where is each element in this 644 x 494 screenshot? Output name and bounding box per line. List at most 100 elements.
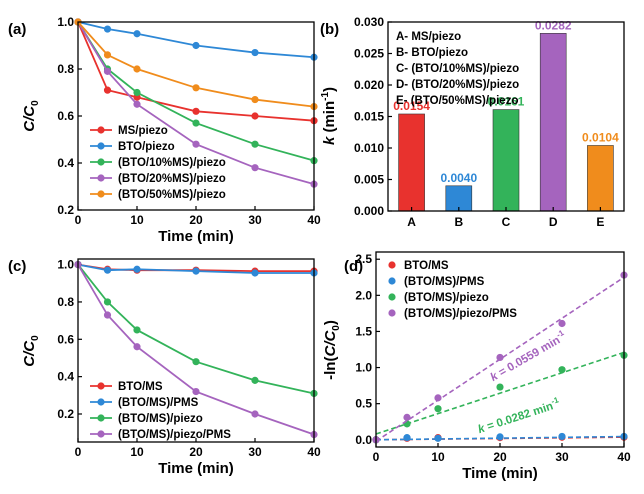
panel-b-legend-item-2: C- (BTO/10%MS)/piezo xyxy=(396,63,519,75)
panel-d-ytick-label-0: 0.0 xyxy=(355,433,372,447)
panel-c-xtick-label-3: 30 xyxy=(248,445,262,459)
panel-b-ytick-label-0: 0.000 xyxy=(354,204,384,218)
panel-d-point-3-3 xyxy=(496,353,504,362)
panel-c-series-line-2 xyxy=(77,264,315,395)
panel-d-annotation-sup-0: -1 xyxy=(555,328,566,340)
panel-a-series-line-4 xyxy=(77,21,315,108)
panel-d-legend-label-0: BTO/MS xyxy=(404,260,449,272)
panel-c-legend-label-2: (BTO/MS)/piezo xyxy=(118,413,203,425)
panel-a-legend-marker-3 xyxy=(97,174,105,182)
panel-d-ylabel-end: ) xyxy=(322,320,339,325)
panel-d-point-2-3 xyxy=(496,383,504,391)
panel-c-xlabel: Time (min) xyxy=(158,460,234,477)
panel-d-point-3-2 xyxy=(434,394,442,402)
panel-a-frame xyxy=(77,21,315,211)
panel-c-ylabel-sub: 0 xyxy=(30,335,41,341)
panel-c-ylabel: C/C0 xyxy=(21,335,41,367)
panel-d-point-3-4 xyxy=(558,319,566,328)
panel-d-point-1-4 xyxy=(558,432,566,441)
panel-a-legend-marker-1 xyxy=(97,142,105,150)
panel-d-legend-marker-3 xyxy=(388,309,396,317)
panel-b-value-label-4: 0.0104 xyxy=(582,130,619,144)
panel-a-point-4-4 xyxy=(251,95,259,104)
panel-d-ytick-label-5: 2.5 xyxy=(355,252,372,266)
panel-a-ytick-label-0: 0.2 xyxy=(57,203,74,217)
panel-a-series-line-3 xyxy=(77,21,315,186)
panel-a-point-2-4 xyxy=(251,140,259,148)
panel-d-legend-marker-2 xyxy=(388,293,396,301)
panel-b-value-label-1: 0.0040 xyxy=(440,171,477,185)
panel-d-xtick-label-4: 40 xyxy=(617,450,631,464)
panel-d-ytick-label-4: 2.0 xyxy=(355,288,372,302)
panel-d-point-2-4 xyxy=(558,366,566,374)
panel-a-point-1-3 xyxy=(192,41,200,50)
panel-d-annotation-sup-1: -1 xyxy=(550,395,560,406)
panel-a-ytick-label-2: 0.6 xyxy=(57,109,74,123)
panel-b-xtick-label-1: B xyxy=(454,215,463,229)
panel-d-annotation-k-1: k xyxy=(477,422,487,436)
panel-d-legend-label-2: (BTO/MS)/piezo xyxy=(404,292,489,304)
panel-a-series-line-2 xyxy=(77,21,315,162)
panel-a-ytick-label-3: 0.8 xyxy=(57,62,74,76)
panel-c-legend-marker-0 xyxy=(97,382,105,390)
panel-d-point-1-3 xyxy=(496,433,504,441)
panel-a-xtick-label-3: 30 xyxy=(248,213,262,227)
panel-d-ytick-label-3: 1.5 xyxy=(355,324,372,338)
panel-c-point-2-4 xyxy=(251,376,259,384)
panel-b-ytick-label-2: 0.010 xyxy=(354,141,384,155)
panel-a-legend-label-4: (BTO/50%MS)/piezo xyxy=(118,189,226,201)
panel-c-label: (c) xyxy=(8,258,26,275)
panel-a-ytick-label-4: 1.0 xyxy=(57,15,74,29)
panel-a-ytick-label-1: 0.4 xyxy=(57,156,74,170)
panel-d-xlabel: Time (min) xyxy=(462,465,538,482)
panel-b-ylabel-unit: (min xyxy=(321,101,338,137)
panel-c-xtick-label-1: 10 xyxy=(130,445,144,459)
panel-c-point-2-2 xyxy=(133,326,141,334)
panel-d-point-1-1 xyxy=(403,434,411,442)
panel-a-point-1-1 xyxy=(103,25,112,33)
panel-a-point-1-2 xyxy=(133,30,141,38)
panel-b-legend-item-0: A- MS/piezo xyxy=(396,31,461,43)
panel-b: 0.000 0.005 0.010 0.015 0.020 0.025 0.030 0.015… xyxy=(320,15,619,229)
panel-d-point-2-2 xyxy=(434,405,442,413)
panel-a-xtick-label-1: 10 xyxy=(130,213,144,227)
panel-c-point-3-4 xyxy=(251,410,259,418)
panel-c-legend-label-0: BTO/MS xyxy=(118,381,163,393)
panel-b-ylabel: k (min-1) xyxy=(320,87,338,145)
panel-d-fit-line-2 xyxy=(375,351,625,435)
panel-c-frame xyxy=(77,258,315,443)
panel-d-annotation-text-0: = 0.0559 min xyxy=(494,334,562,380)
panel-c: 0.2 0.4 0.6 0.8 1.0 0 10 20 30 40 Time (min) BTO/MS… xyxy=(21,258,321,477)
panel-a-legend-marker-2 xyxy=(97,158,105,166)
panel-c-series-line-1 xyxy=(77,263,314,274)
panel-c-ytick-label-2: 0.6 xyxy=(57,332,74,346)
panel-c-legend-label-3: (BTO/MS)/piezo/PMS xyxy=(118,429,231,441)
panel-c-legend-marker-3 xyxy=(97,430,105,438)
panel-a-legend-marker-4 xyxy=(97,190,105,198)
panel-c-xtick-label-2: 20 xyxy=(189,445,203,459)
panel-a-xtick-label-4: 40 xyxy=(307,213,321,227)
panel-b-ytick-label-4: 0.020 xyxy=(354,78,384,92)
panel-a-xtick-label-0: 0 xyxy=(75,213,82,227)
panel-b-bar-1 xyxy=(445,185,473,212)
panel-c-legend-marker-2 xyxy=(97,414,105,422)
panel-c-point-2-3 xyxy=(192,358,200,366)
panel-b-legend-item-4: E- (BTO/50%MS)/piezo xyxy=(396,95,518,107)
panel-a-ylabel-main: C/C xyxy=(21,105,38,132)
panel-c-legend-label-1: (BTO/MS)/PMS xyxy=(118,397,199,409)
panel-a-point-0-4 xyxy=(251,112,259,120)
panel-c-point-2-1 xyxy=(103,298,112,306)
panel-d-xtick-label-2: 20 xyxy=(493,450,507,464)
panel-a-point-4-1 xyxy=(103,51,112,59)
panel-b-ylabel-sup: -1 xyxy=(320,92,331,101)
panel-d-ylabel: -ln(C/C0) xyxy=(322,320,342,380)
panel-b-value-label-2: 0.0161 xyxy=(488,95,525,109)
panel-b-frame xyxy=(387,21,625,212)
panel-d-legend-marker-1 xyxy=(388,277,396,285)
panel-b-bar-2 xyxy=(492,109,520,212)
panel-c-point-1-2 xyxy=(133,265,141,273)
panel-a-point-3-4 xyxy=(251,164,259,172)
panel-d-frame xyxy=(375,251,625,448)
panel-d-annotation-1: k = 0.0282 min-1 xyxy=(476,395,562,436)
